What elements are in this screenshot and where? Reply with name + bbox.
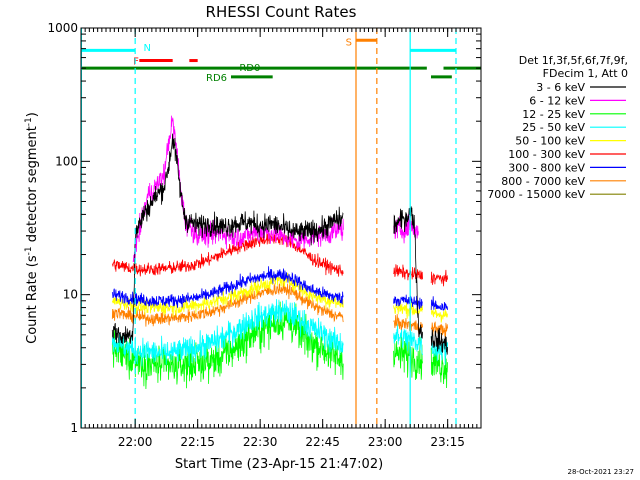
legend-entry-label: 100 - 300 keV bbox=[508, 148, 585, 161]
series-trace bbox=[111, 133, 448, 355]
y-tick-label: 10 bbox=[63, 288, 78, 302]
x-tick-label: 23:00 bbox=[368, 435, 403, 449]
state-bar-label: RD0 bbox=[239, 63, 260, 74]
legend-entry-label: 12 - 25 keV bbox=[522, 108, 585, 121]
x-axis-label: Start Time (23-Apr-15 21:47:02) bbox=[175, 457, 383, 472]
y-tick-label: 1 bbox=[70, 421, 78, 435]
y-tick-label: 100 bbox=[55, 154, 78, 168]
legend-header-line-2: FDecim 1, Att 0 bbox=[543, 67, 628, 80]
series-trace bbox=[132, 115, 419, 263]
series-trace bbox=[111, 231, 448, 287]
series-trace bbox=[111, 299, 448, 367]
timestamp: 28-Oct-2021 23:27 bbox=[568, 468, 634, 476]
y-axis-label: Count Rate (s-1 detector segment-1) bbox=[24, 112, 40, 344]
x-tick-label: 22:15 bbox=[180, 435, 215, 449]
legend-entry-label: 3 - 6 keV bbox=[536, 81, 585, 94]
traces bbox=[111, 115, 448, 390]
x-axis: 22:00 22:15 22:30 22:45 23:00 23:15 bbox=[84, 28, 478, 449]
state-bar-label: N bbox=[144, 43, 151, 54]
legend: Det 1f,3f,5f,6f,7f,9f, FDecim 1, Att 0 3… bbox=[487, 54, 628, 201]
legend-entry-label: 25 - 50 keV bbox=[522, 121, 585, 134]
legend-entry-label: 6 - 12 keV bbox=[529, 94, 585, 107]
x-tick-label: 23:15 bbox=[430, 435, 465, 449]
x-tick-label: 22:30 bbox=[243, 435, 278, 449]
legend-entry-label: 800 - 7000 keV bbox=[501, 175, 585, 188]
x-tick-label: 22:45 bbox=[305, 435, 340, 449]
state-bar-label: F bbox=[133, 57, 139, 68]
attenuator-state-bars: NF RD0 RD6 S bbox=[81, 38, 481, 84]
y-tick-label: 1000 bbox=[47, 21, 78, 35]
legend-entry-label: 300 - 800 keV bbox=[508, 161, 585, 174]
state-bar-label: RD6 bbox=[206, 73, 227, 84]
legend-entry-label: 50 - 100 keV bbox=[515, 135, 585, 148]
x-tick-label: 22:00 bbox=[118, 435, 153, 449]
state-bar-label: S bbox=[346, 38, 352, 49]
chart-title: RHESSI Count Rates bbox=[206, 3, 357, 21]
legend-header-line-1: Det 1f,3f,5f,6f,7f,9f, bbox=[519, 54, 628, 67]
legend-entry-label: 7000 - 15000 keV bbox=[487, 188, 585, 201]
